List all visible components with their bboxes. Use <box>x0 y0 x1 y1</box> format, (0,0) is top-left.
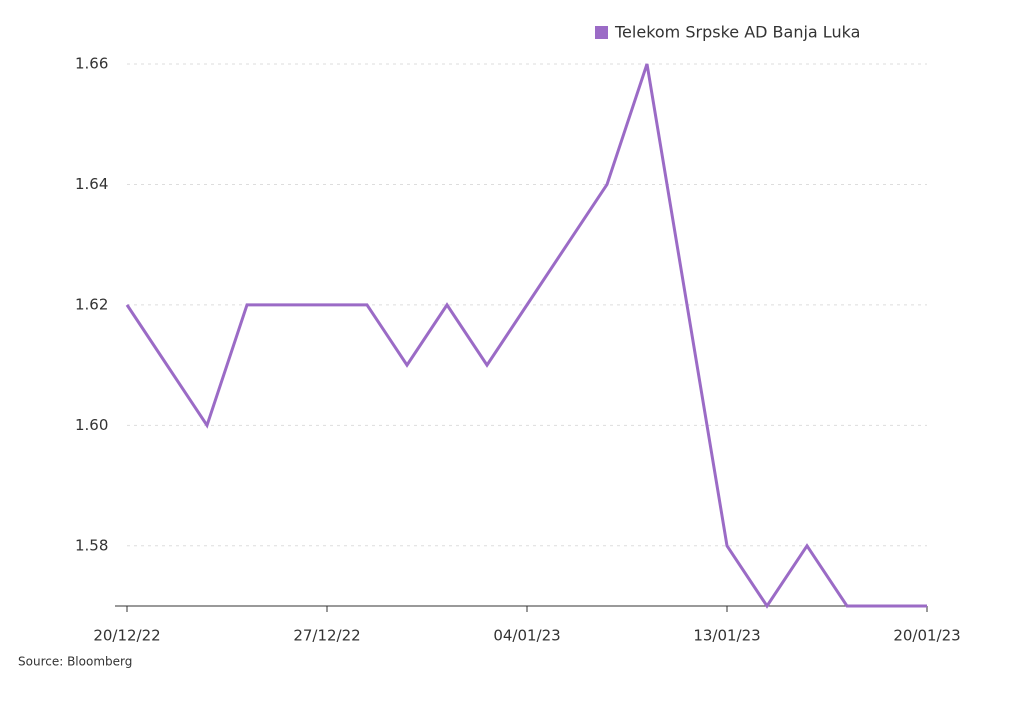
y-tick-label: 1.60 <box>75 416 108 434</box>
y-tick-label: 1.62 <box>75 295 108 313</box>
y-tick-label: 1.66 <box>75 55 108 73</box>
y-tick-label: 1.58 <box>75 536 108 554</box>
x-tick-label: 27/12/22 <box>293 627 360 645</box>
y-tick-label: 1.64 <box>75 175 108 193</box>
source: Source: Bloomberg <box>18 655 132 669</box>
legend-swatch <box>595 26 608 39</box>
line <box>125 63 927 609</box>
legend-label: Telekom Srpske AD Banja Luka <box>614 23 860 42</box>
x-tick-label: 20/01/23 <box>893 627 960 645</box>
x-tick-label: 20/12/22 <box>93 627 160 645</box>
x-tick-label: 13/01/23 <box>693 627 760 645</box>
x-tick-label: 04/01/23 <box>493 627 560 645</box>
